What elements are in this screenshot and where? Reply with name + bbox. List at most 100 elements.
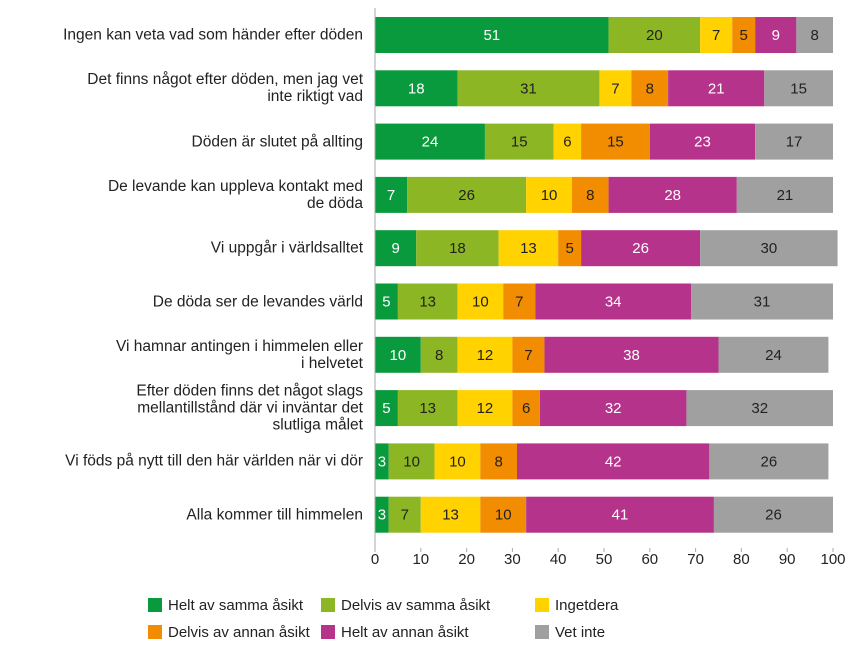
value-label: 8 [811, 27, 819, 44]
bar-segment [375, 496, 389, 533]
value-label: 26 [761, 453, 778, 470]
bar-segment [581, 123, 650, 160]
bar-segment [539, 390, 687, 427]
value-label: 5 [382, 293, 390, 310]
bar-segment [713, 496, 833, 533]
value-label: 7 [515, 293, 523, 310]
x-tick-label: 60 [641, 551, 658, 568]
bar-segment [718, 336, 829, 373]
x-tick-label: 50 [596, 551, 613, 568]
bar-segment [558, 230, 582, 267]
value-label: 3 [378, 453, 386, 470]
bar-segment [608, 176, 737, 213]
value-label: 10 [403, 453, 420, 470]
bar-segment [457, 390, 513, 427]
bar-segment [553, 123, 582, 160]
category-label: Döden är slutet på allting [191, 133, 363, 151]
bar-segment [512, 390, 540, 427]
bar-segment [755, 17, 797, 53]
bar-segment [420, 496, 481, 533]
value-label: 31 [520, 80, 537, 97]
legend-label: Helt av annan åsikt [341, 624, 469, 641]
category-label: Efter döden finns det något slags mellan… [136, 382, 363, 434]
value-label: 9 [772, 27, 780, 44]
bar-segment [512, 336, 545, 373]
value-label: 10 [541, 187, 558, 204]
value-label: 7 [524, 347, 532, 364]
value-label: 8 [494, 453, 502, 470]
value-label: 21 [777, 187, 794, 204]
category-label: Vi föds på nytt till den här världen när… [65, 452, 363, 470]
value-label: 5 [740, 27, 748, 44]
x-tick-label: 20 [458, 551, 475, 568]
bar-segment [649, 123, 756, 160]
value-label: 6 [522, 400, 530, 417]
value-label: 24 [422, 134, 439, 151]
category-label: Det finns något efter döden, men jag vet… [87, 71, 363, 106]
bar-segment [420, 336, 458, 373]
value-label: 8 [435, 347, 443, 364]
bar-segment [668, 70, 765, 107]
legend-swatch [321, 625, 335, 639]
bar-segment [571, 176, 609, 213]
bar-segment [581, 230, 701, 267]
bar-segment [796, 17, 833, 53]
value-label: 32 [751, 400, 768, 417]
bar-segment [480, 496, 527, 533]
legend-label: Helt av samma åsikt [168, 597, 304, 614]
value-label: 23 [694, 134, 711, 151]
x-tick-label: 10 [412, 551, 429, 568]
value-label: 13 [419, 400, 436, 417]
x-tick-label: 0 [371, 551, 379, 568]
value-label: 6 [563, 134, 571, 151]
value-label: 13 [419, 293, 436, 310]
value-label: 7 [401, 507, 409, 524]
x-tick-label: 80 [733, 551, 750, 568]
bar-segment [608, 17, 701, 53]
value-label: 15 [790, 80, 807, 97]
legend-label: Delvis av annan åsikt [168, 624, 311, 641]
bar-segment [700, 230, 838, 267]
legend-label: Ingetdera [555, 597, 619, 614]
bar-segment [755, 123, 833, 160]
legend-swatch [148, 598, 162, 612]
category-label: Vi hamnar antingen i himmelen eller i he… [116, 337, 363, 372]
value-label: 7 [712, 27, 720, 44]
value-label: 12 [477, 400, 494, 417]
bar-segment [375, 123, 485, 160]
x-tick-label: 30 [504, 551, 521, 568]
bar-segment [397, 283, 458, 320]
value-label: 34 [605, 293, 622, 310]
bar-segment [691, 283, 833, 320]
value-label: 15 [511, 134, 528, 151]
bar-segment [599, 70, 632, 107]
bar-segment [375, 390, 398, 427]
legend-swatch [535, 598, 549, 612]
value-label: 21 [708, 80, 725, 97]
bar-segment [526, 176, 572, 213]
bar-segment [631, 70, 669, 107]
legend-label: Delvis av samma åsikt [341, 597, 491, 614]
value-label: 42 [605, 453, 622, 470]
value-label: 26 [632, 240, 649, 257]
value-label: 18 [449, 240, 466, 257]
value-label: 10 [449, 453, 466, 470]
value-label: 7 [611, 80, 619, 97]
value-label: 7 [387, 187, 395, 204]
bar-segment [516, 443, 710, 480]
bar-segment [407, 176, 527, 213]
value-label: 20 [646, 27, 663, 44]
category-label: De döda ser de levandes värld [152, 293, 363, 310]
value-label: 41 [612, 507, 629, 524]
value-label: 15 [607, 134, 624, 151]
x-tick-label: 100 [820, 551, 845, 568]
value-label: 17 [786, 134, 803, 151]
value-label: 51 [483, 27, 500, 44]
category-label: Alla kommer till himmelen [186, 506, 363, 524]
bar-segment [764, 70, 833, 107]
bar-segment [700, 17, 733, 53]
value-label: 28 [664, 187, 681, 204]
value-label: 13 [520, 240, 537, 257]
